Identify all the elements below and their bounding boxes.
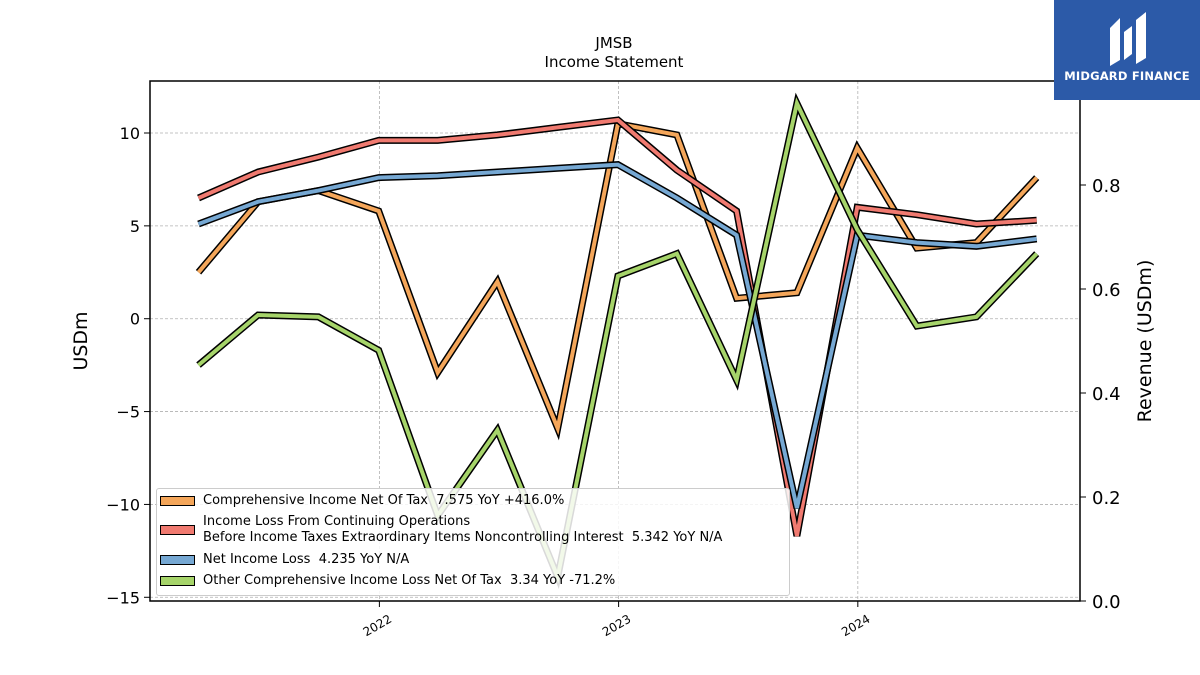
x-tick-label: 2022 bbox=[361, 612, 394, 639]
series-line bbox=[197, 97, 1039, 584]
x-tick-label: 2023 bbox=[600, 612, 633, 639]
midgard-logo-icon bbox=[1110, 12, 1146, 66]
y-tick-label-left: −15 bbox=[106, 588, 140, 607]
plot-frame bbox=[149, 80, 1081, 602]
legend-swatch bbox=[160, 555, 195, 565]
chart-subtitle: Income Statement bbox=[545, 53, 684, 71]
y-tick-label-right: 0.8 bbox=[1092, 176, 1121, 197]
y-tick-label-right: 0.4 bbox=[1092, 384, 1121, 405]
x-axis: 2022 2023 2024 bbox=[361, 601, 873, 639]
y-tick-label-left: 5 bbox=[130, 217, 140, 236]
y-tick-label-left: 10 bbox=[120, 124, 140, 143]
legend-label: Comprehensive Income Net Of Tax 7.575 Yo… bbox=[203, 493, 565, 508]
y-tick-label-left: 0 bbox=[130, 310, 140, 329]
legend-label: Net Income Loss 4.235 YoY N/A bbox=[203, 552, 410, 567]
legend-label: Income Loss From Continuing Operations B… bbox=[203, 514, 723, 545]
series-lines bbox=[195, 92, 1040, 589]
y-tick-label-right: 0.2 bbox=[1092, 488, 1121, 509]
series-line bbox=[197, 162, 1037, 509]
left-y-axis: 10 5 0 −5 −10 −15 bbox=[106, 124, 150, 607]
chart-legend: Comprehensive Income Net Of Tax 7.575 Yo… bbox=[156, 488, 790, 596]
legend-label: Other Comprehensive Income Loss Net Of T… bbox=[203, 573, 616, 588]
chart-title: JMSB bbox=[594, 34, 632, 52]
x-tick-label: 2024 bbox=[839, 612, 872, 639]
right-y-axis: 0.0 0.2 0.4 0.6 0.8 bbox=[1080, 176, 1121, 613]
y-tick-label-left: −10 bbox=[106, 495, 140, 514]
brand-logo: MIDGARD FINANCE bbox=[1054, 0, 1200, 100]
y-tick-label-right: 0.6 bbox=[1092, 280, 1121, 301]
y-tick-label-left: −5 bbox=[116, 403, 140, 422]
legend-swatch bbox=[160, 576, 195, 586]
legend-swatch bbox=[160, 496, 195, 506]
y-axis-label-right: Revenue (USDm) bbox=[1134, 260, 1156, 423]
legend-swatch bbox=[160, 525, 195, 535]
y-axis-label-left: USDm bbox=[70, 311, 92, 370]
y-tick-label-right: 0.0 bbox=[1092, 592, 1121, 613]
series-line-outline bbox=[197, 116, 1037, 537]
series-line bbox=[197, 117, 1037, 537]
logo-text: MIDGARD FINANCE bbox=[1064, 69, 1190, 83]
